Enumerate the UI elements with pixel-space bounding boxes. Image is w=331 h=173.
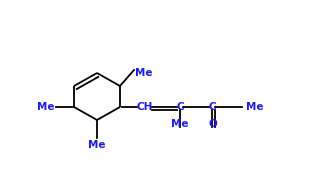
Text: Me: Me (246, 102, 263, 112)
Text: CH: CH (137, 102, 153, 112)
Text: C: C (208, 102, 216, 112)
Text: Me: Me (36, 102, 54, 112)
Text: Me: Me (88, 140, 106, 150)
Text: Me: Me (171, 119, 189, 129)
Text: Me: Me (135, 68, 153, 78)
Text: C: C (176, 102, 184, 112)
Text: O: O (209, 119, 217, 129)
